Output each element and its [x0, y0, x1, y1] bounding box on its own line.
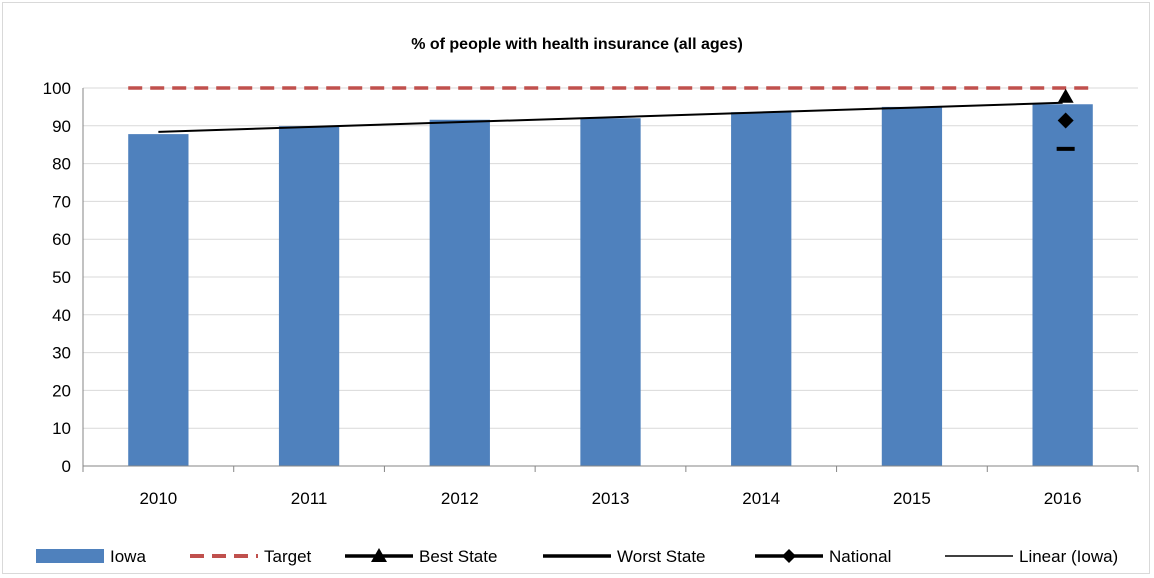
- y-tick-label: 50: [52, 268, 71, 287]
- y-tick-label: 10: [52, 419, 71, 438]
- best-state-marker: [1057, 88, 1074, 103]
- legend-symbol-national-marker: [782, 549, 796, 563]
- bar-2012: [429, 119, 490, 466]
- trendline-iowa: [158, 101, 1063, 133]
- y-tick-label: 40: [52, 306, 71, 325]
- legend-label: Best State: [419, 547, 497, 566]
- y-tick-label: 30: [52, 344, 71, 363]
- bar-2016: [1032, 104, 1093, 466]
- x-tick-label: 2012: [441, 489, 479, 508]
- chart-svg: % of people with health insurance (all a…: [36, 36, 1139, 566]
- y-tick-label: 90: [52, 117, 71, 136]
- x-tick-label: 2010: [139, 489, 177, 508]
- x-tick-label: 2015: [893, 489, 931, 508]
- legend-symbol-iowa: [36, 549, 104, 563]
- y-tick-label: 0: [62, 457, 71, 476]
- chart-title: % of people with health insurance (all a…: [411, 36, 743, 53]
- x-tick-label: 2011: [291, 489, 328, 508]
- bar-2013: [580, 118, 641, 467]
- x-tick-label: 2013: [592, 489, 630, 508]
- bar-2011: [278, 126, 340, 466]
- legend-label: Iowa: [110, 547, 146, 566]
- x-tick-label: 2014: [742, 489, 780, 508]
- legend-label: National: [829, 547, 891, 566]
- x-tick-label: 2016: [1044, 489, 1082, 508]
- y-tick-label: 80: [52, 155, 71, 174]
- y-tick-label: 60: [52, 230, 71, 249]
- bar-2014: [731, 112, 792, 466]
- y-tick-label: 20: [52, 381, 71, 400]
- bar-2015: [881, 106, 943, 467]
- bar-2010: [128, 134, 189, 466]
- y-tick-label: 100: [43, 79, 71, 98]
- legend-symbol-best-state-marker: [371, 548, 387, 562]
- worst-state-marker: [1056, 146, 1075, 151]
- national-marker: [1057, 112, 1074, 129]
- legend-label: Worst State: [617, 547, 706, 566]
- legend-label: Linear (Iowa): [1019, 547, 1118, 566]
- legend-label: Target: [264, 547, 312, 566]
- y-tick-label: 70: [52, 192, 71, 211]
